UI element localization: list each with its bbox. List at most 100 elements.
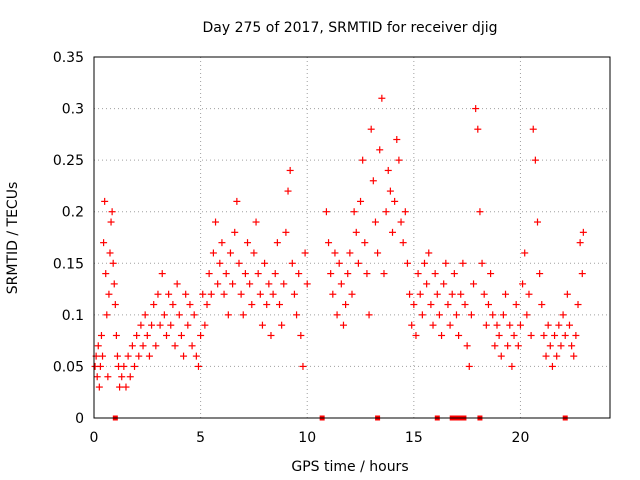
data-point [269,290,277,298]
data-point [322,208,330,216]
data-point [382,208,390,216]
data-point [506,321,514,329]
data-point [96,362,104,370]
data-point [378,94,386,102]
data-point [565,321,573,329]
data-point [212,218,220,226]
data-point [459,259,467,267]
data-point [109,259,117,267]
data-point [100,239,108,247]
y-tick-label: 0.15 [53,256,84,272]
data-point [106,249,114,257]
data-point [329,290,337,298]
data-point [97,331,105,339]
data-point [461,301,469,309]
data-point [105,290,113,298]
data-point [224,311,232,319]
data-point [290,290,298,298]
data-point [525,290,533,298]
data-point [369,177,377,185]
x-axis-label: GPS time / hours [291,459,408,475]
data-point [536,270,544,278]
data-point [171,342,179,350]
data-point [452,311,460,319]
data-point [470,280,478,288]
data-point [495,331,503,339]
data-point [169,301,177,309]
data-point [339,321,347,329]
data-point [523,311,531,319]
data-point [301,249,309,257]
y-axis-label: SRMTID / TECUs [5,182,21,295]
data-point [284,187,292,195]
data-point [103,311,111,319]
data-point [542,352,550,360]
data-point [374,249,382,257]
data-point [433,290,441,298]
data-point [538,301,546,309]
data-point [416,290,424,298]
data-point [108,208,116,216]
data-point [561,331,569,339]
y-tick-label: 0 [75,411,84,427]
data-point [303,280,311,288]
data-point [156,321,164,329]
data-point [107,218,115,226]
data-point [295,270,303,278]
data-point [131,362,139,370]
data-point [139,342,147,350]
data-point [337,280,345,288]
data-point [363,270,371,278]
data-point [229,280,237,288]
data-point [148,321,156,329]
data-point [484,301,492,309]
data-point [128,342,136,350]
data-point [474,125,482,133]
data-point [265,280,273,288]
data-point [197,331,205,339]
x-tick-label: 15 [405,430,423,446]
data-point [448,290,456,298]
data-point [521,249,529,257]
data-point [559,311,567,319]
data-point [510,331,518,339]
data-point [118,373,126,381]
data-point [207,290,215,298]
data-point [276,301,284,309]
data-point [143,331,151,339]
data-point [246,280,254,288]
data-point [188,342,196,350]
data-point [101,197,109,205]
data-point [348,290,356,298]
data-point [110,280,118,288]
data-point [184,321,192,329]
data-point [389,228,397,236]
data-point [350,208,358,216]
data-point [431,270,439,278]
data-point [574,301,582,309]
data-point [254,270,262,278]
data-point [152,342,160,350]
data-point [280,280,288,288]
data-point [570,352,578,360]
data-point [216,259,224,267]
data-point [420,259,428,267]
y-tick-label: 0.1 [62,308,84,324]
data-point [446,321,454,329]
data-point [401,208,409,216]
data-point [455,331,463,339]
data-point [190,311,198,319]
data-point [214,280,222,288]
data-point [395,156,403,164]
data-point [99,352,107,360]
data-point [297,331,305,339]
data-point [220,290,228,298]
data-point [450,270,458,278]
y-tick-label: 0.3 [62,102,84,118]
data-point [145,352,153,360]
data-point [435,311,443,319]
data-point [427,301,435,309]
data-point [386,187,394,195]
data-point [286,166,294,174]
data-point [489,311,497,319]
